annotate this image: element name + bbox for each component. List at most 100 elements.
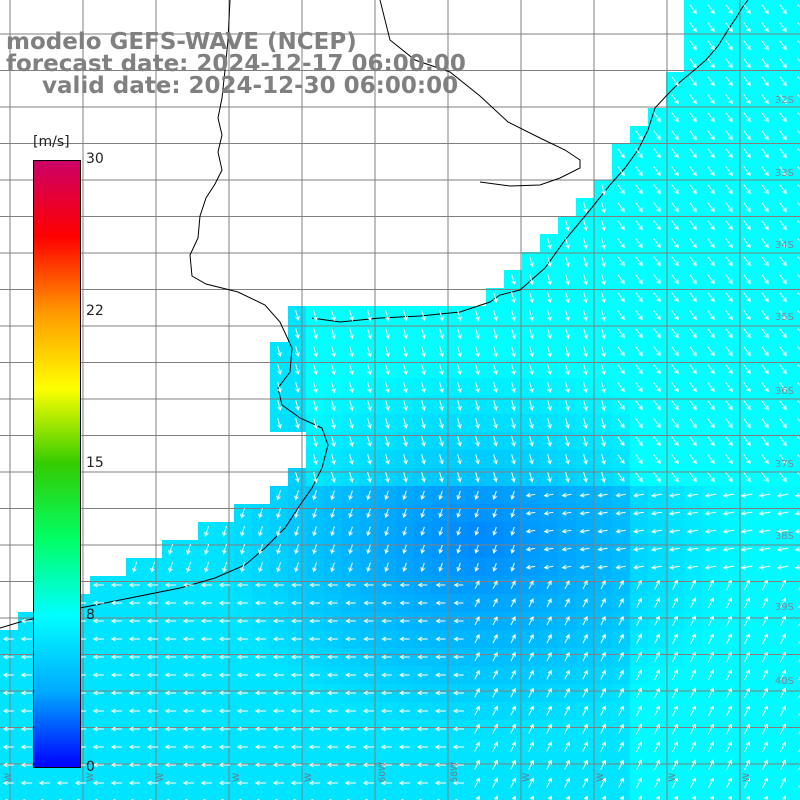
- wind-arrow: [146, 654, 159, 660]
- wind-arrow: [200, 600, 213, 606]
- wind-arrow: [254, 672, 267, 678]
- wind-arrow: [439, 363, 444, 376]
- wind-arrow: [635, 346, 643, 357]
- wind-arrow: [689, 184, 697, 195]
- wind-arrow: [761, 4, 769, 15]
- wind-arrow: [218, 636, 231, 642]
- wind-arrow: [349, 345, 354, 358]
- wind-arrow: [511, 418, 516, 429]
- wind-arrow: [92, 582, 105, 588]
- lon-label: W: [522, 773, 532, 782]
- wind-arrow: [761, 364, 769, 375]
- wind-cell: [792, 72, 800, 90]
- wind-arrow: [689, 130, 697, 141]
- wind-arrow: [600, 651, 606, 662]
- wind-arrow: [651, 546, 663, 552]
- wind-arrow: [258, 562, 264, 573]
- wind-arrow: [797, 454, 800, 459]
- wind-arrow: [20, 618, 33, 624]
- wind-arrow: [218, 690, 231, 696]
- wind-arrow: [492, 544, 497, 554]
- wind-arrow: [492, 705, 498, 716]
- wind-arrow: [182, 744, 195, 750]
- wind-arrow: [313, 453, 318, 465]
- wind-arrow: [797, 436, 800, 441]
- wind-arrow: [636, 687, 643, 698]
- wind-arrow: [707, 202, 715, 213]
- wind-arrow: [528, 741, 534, 752]
- wind-arrow: [56, 780, 69, 786]
- wind-arrow: [671, 364, 679, 375]
- wind-arrow: [653, 382, 661, 393]
- wind-arrow: [92, 654, 105, 660]
- wind-arrow: [564, 705, 570, 716]
- wind-arrow: [547, 327, 552, 340]
- wind-arrow: [722, 546, 735, 552]
- wind-arrow: [331, 453, 336, 465]
- wind-arrow: [761, 202, 769, 213]
- wind-arrow: [745, 795, 751, 800]
- wind-arrow: [493, 363, 498, 376]
- wind-arrow: [672, 759, 679, 770]
- wind-arrow: [492, 598, 498, 608]
- wind-arrow: [635, 418, 643, 429]
- wind-arrow: [474, 759, 480, 770]
- wind-arrow: [398, 762, 411, 768]
- wind-arrow: [313, 471, 318, 483]
- wind-arrow: [726, 777, 733, 788]
- wind-arrow: [417, 672, 428, 678]
- wind-arrow: [704, 546, 717, 552]
- wind-arrow: [762, 723, 769, 734]
- wind-arrow: [529, 345, 534, 358]
- wind-arrow: [20, 708, 33, 714]
- wind-cell: [792, 270, 800, 288]
- wind-arrow: [780, 687, 787, 698]
- wind-arrow: [743, 310, 751, 321]
- wind-arrow: [583, 291, 588, 304]
- wind-arrow: [511, 454, 516, 465]
- wind-arrow: [615, 528, 626, 534]
- wind-cell: [792, 612, 800, 630]
- wind-arrow: [564, 598, 570, 608]
- wind-arrow: [707, 112, 715, 123]
- wind-arrow: [363, 672, 374, 678]
- wind-arrow: [726, 579, 733, 590]
- wind-arrow: [618, 615, 624, 626]
- wind-arrow: [291, 636, 302, 642]
- wind-arrow: [511, 309, 516, 322]
- wind-arrow: [671, 400, 679, 411]
- wind-arrow: [779, 58, 787, 69]
- wind-arrow: [689, 418, 697, 429]
- wind-arrow: [707, 274, 715, 285]
- wind-arrow: [564, 759, 570, 770]
- wind-arrow: [686, 492, 699, 498]
- wind-arrow: [344, 780, 357, 786]
- wind-arrow: [272, 762, 285, 768]
- title-model: modelo GEFS-WAVE (NCEP): [6, 29, 357, 55]
- wind-arrow: [618, 597, 624, 608]
- wind-arrow: [344, 690, 357, 696]
- wind-arrow: [725, 22, 733, 33]
- wind-arrow: [725, 166, 733, 177]
- wind-arrow: [619, 795, 624, 800]
- wind-arrow: [38, 780, 51, 786]
- wind-arrow: [510, 562, 515, 573]
- wind-arrow: [290, 726, 303, 732]
- wind-arrow: [743, 274, 751, 285]
- wind-arrow: [671, 166, 679, 177]
- wind-arrow: [582, 723, 588, 734]
- wind-arrow: [420, 508, 425, 519]
- wind-arrow: [653, 436, 661, 447]
- wind-arrow: [561, 492, 572, 498]
- wind-arrow: [582, 633, 588, 644]
- wind-arrow: [707, 94, 715, 105]
- wind-arrow: [565, 237, 570, 250]
- wind-arrow: [579, 546, 590, 552]
- wind-arrow: [671, 220, 679, 231]
- wind-arrow: [456, 526, 461, 536]
- wind-arrow: [529, 795, 534, 800]
- wind-arrow: [690, 633, 697, 644]
- wind-cell: [234, 792, 252, 800]
- wind-arrow: [761, 472, 769, 483]
- wind-arrow: [601, 201, 606, 214]
